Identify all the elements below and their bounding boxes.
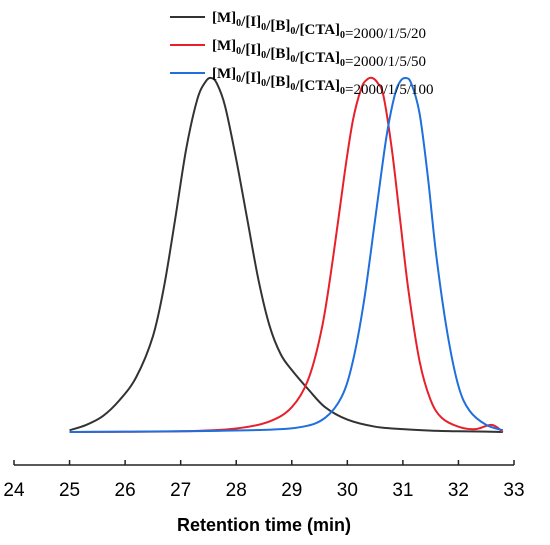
legend-entry-1: [M]0/[I]0/[B]0/[CTA]0=2000/1/5/20 <box>212 10 426 42</box>
x-tick-label-31: 31 <box>392 480 413 501</box>
x-tick-label-30: 30 <box>337 480 358 501</box>
x-tick-label-26: 26 <box>115 480 136 501</box>
legend: [M]0/[I]0/[B]0/[CTA]0=2000/1/5/20[M]0/[I… <box>170 10 434 98</box>
plot-area <box>69 76 504 433</box>
x-axis-ticks <box>13 460 515 465</box>
x-tick-label-29: 29 <box>281 480 302 501</box>
x-tick-label-32: 32 <box>448 480 469 501</box>
series-line-1 <box>69 76 503 433</box>
x-axis-tick-labels: 24 25 26 27 28 29 30 31 32 33 <box>3 480 524 501</box>
x-axis-title: Retention time (min) <box>177 515 351 535</box>
x-tick-label-27: 27 <box>170 480 191 501</box>
series-line-2 <box>69 76 504 433</box>
x-tick-label-25: 25 <box>59 480 80 501</box>
x-tick-label-24: 24 <box>3 480 25 501</box>
series-line-3 <box>69 76 504 433</box>
legend-entry-3: [M]0/[I]0/[B]0/[CTA]0=2000/1/5/100 <box>212 66 434 98</box>
legend-entry-2: [M]0/[I]0/[B]0/[CTA]0=2000/1/5/50 <box>212 38 426 70</box>
x-tick-label-33: 33 <box>503 480 524 501</box>
x-tick-label-28: 28 <box>226 480 247 501</box>
